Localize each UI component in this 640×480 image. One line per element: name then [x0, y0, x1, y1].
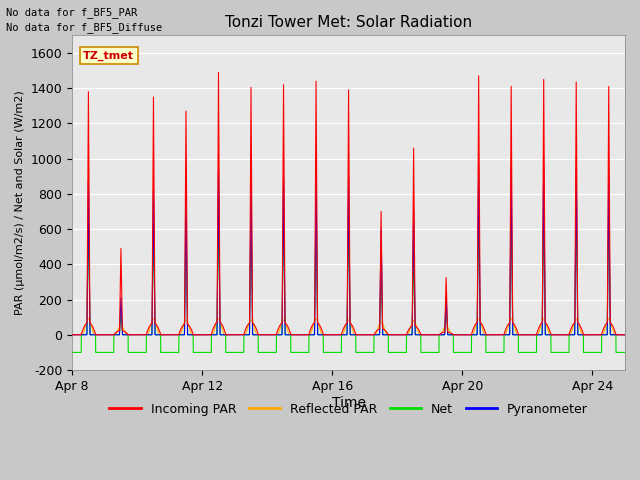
Title: Tonzi Tower Met: Solar Radiation: Tonzi Tower Met: Solar Radiation — [225, 15, 472, 30]
X-axis label: Time: Time — [332, 396, 365, 409]
Legend: Incoming PAR, Reflected PAR, Net, Pyranometer: Incoming PAR, Reflected PAR, Net, Pyrano… — [104, 397, 593, 420]
Text: No data for f_BF5_Diffuse: No data for f_BF5_Diffuse — [6, 22, 163, 33]
Text: TZ_tmet: TZ_tmet — [83, 51, 134, 61]
Y-axis label: PAR (μmol/m2/s) / Net and Solar (W/m2): PAR (μmol/m2/s) / Net and Solar (W/m2) — [15, 90, 25, 315]
Text: No data for f_BF5_PAR: No data for f_BF5_PAR — [6, 7, 138, 18]
